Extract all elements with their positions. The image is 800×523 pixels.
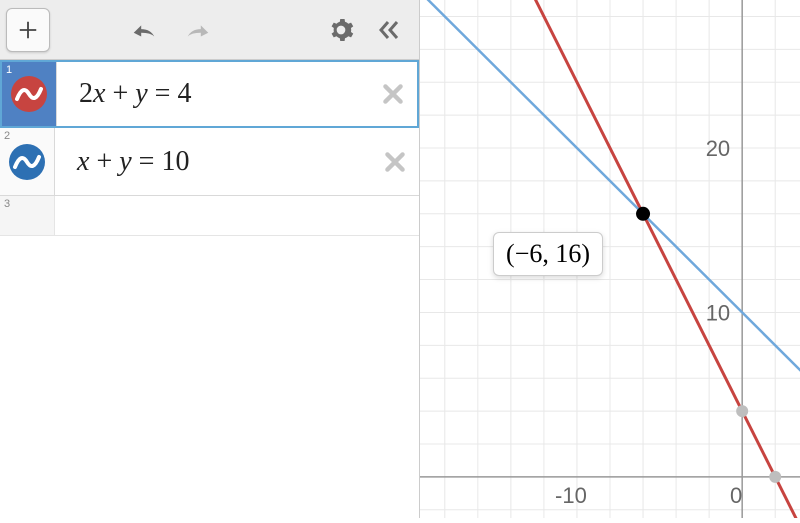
svg-text:20: 20 xyxy=(706,136,730,161)
plus-icon xyxy=(17,19,39,41)
redo-icon xyxy=(184,19,212,41)
expression-color-icon[interactable] xyxy=(11,76,47,112)
poi-2 xyxy=(769,471,781,483)
poi-1 xyxy=(736,405,748,417)
svg-text:-10: -10 xyxy=(555,483,587,508)
svg-text:0: 0 xyxy=(730,483,742,508)
expression-panel: 1 2x + y = 4 2 x + y = 10 xyxy=(0,0,420,518)
intersection-point xyxy=(636,207,650,221)
settings-button[interactable] xyxy=(327,16,355,44)
expression-index-bar: 1 xyxy=(2,62,57,126)
graph-canvas[interactable]: -10 0 10 20 xyxy=(420,0,800,518)
expression-index: 3 xyxy=(4,198,10,210)
expression-index: 1 xyxy=(6,64,12,76)
chevron-double-left-icon xyxy=(377,18,401,42)
expression-row-empty[interactable]: 3 xyxy=(0,196,419,236)
delete-expression-button[interactable] xyxy=(379,149,419,175)
expression-latex[interactable]: x + y = 10 xyxy=(55,146,379,178)
svg-text:10: 10 xyxy=(706,300,730,325)
add-expression-button[interactable] xyxy=(6,8,50,52)
expression-row-2[interactable]: 2 x + y = 10 xyxy=(0,128,419,196)
wave-icon xyxy=(12,147,42,177)
collapse-button[interactable] xyxy=(375,16,403,44)
expression-row-1[interactable]: 1 2x + y = 4 xyxy=(0,60,419,128)
expression-index-bar: 2 xyxy=(0,128,55,195)
gear-icon xyxy=(328,17,354,43)
undo-button[interactable] xyxy=(130,16,158,44)
expression-list: 1 2x + y = 4 2 x + y = 10 xyxy=(0,60,419,518)
point-coordinate-label: (−6, 16) xyxy=(493,232,603,276)
close-icon xyxy=(382,149,408,175)
undo-icon xyxy=(130,19,158,41)
expression-color-icon[interactable] xyxy=(9,144,45,180)
expression-latex[interactable]: 2x + y = 4 xyxy=(57,78,377,110)
toolbar xyxy=(0,0,419,60)
expression-index-bar: 3 xyxy=(0,196,55,235)
delete-expression-button[interactable] xyxy=(377,81,417,107)
expression-index: 2 xyxy=(4,130,10,142)
wave-icon xyxy=(14,79,44,109)
redo-button[interactable] xyxy=(184,16,212,44)
close-icon xyxy=(380,81,406,107)
graph-panel[interactable]: -10 0 10 20 (−6, 16) xyxy=(420,0,800,518)
